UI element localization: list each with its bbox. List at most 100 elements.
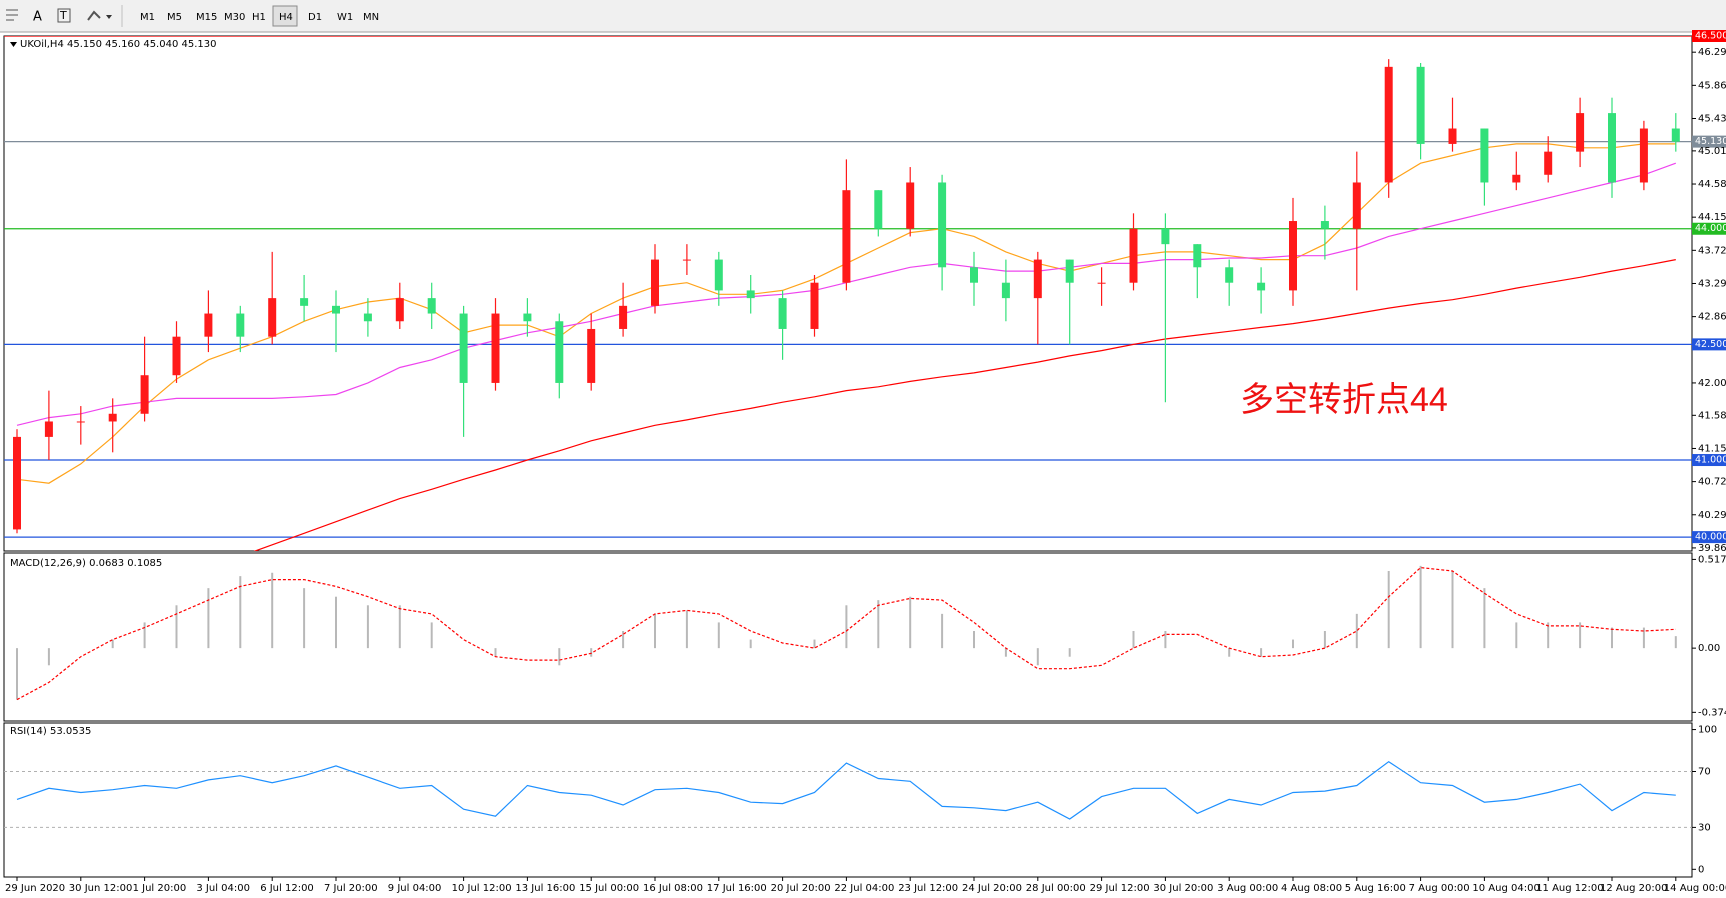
chart-title: UKOil,H4 45.150 45.160 45.040 45.130 [20,39,217,50]
candle-body [1001,282,1010,299]
level-label: 42.500 [1695,339,1726,350]
toolbar: A T M1 M5 M15 M30 H1 H4 D1 W1 MN [0,0,1726,33]
candle-body [1193,244,1202,268]
y-tick-label: 40.720 [1698,477,1726,488]
y-tick-label: 46.290 [1698,47,1726,58]
candle-body [1289,221,1297,291]
candle-body [1576,113,1585,152]
panel-menu-icon[interactable] [10,42,17,47]
x-tick-label: 3 Jul 04:00 [196,883,250,894]
timeframe-button[interactable]: M15 [196,12,217,23]
candle-body [587,328,596,383]
candle-body [555,321,564,383]
macd-panel [3,552,1693,722]
x-tick-label: 29 Jun 2020 [5,883,65,894]
candle-body [459,313,468,383]
crosshair-icon[interactable] [6,9,18,21]
y-tick-label: 0.00 [1698,643,1720,654]
candle-body [44,421,53,437]
rsi-plot [4,760,1692,828]
y-tick-label: 39.860 [1698,543,1726,554]
x-tick-label: 30 Jul 20:00 [1153,883,1213,894]
x-tick-label: 4 Aug 08:00 [1281,883,1342,894]
level-box [1692,338,1726,351]
candle-body [1352,182,1361,229]
x-tick-label: 12 Aug 20:00 [1600,883,1667,894]
x-tick-label: 30 Jun 12:00 [69,883,133,894]
level-box [1692,135,1726,148]
level-label: 46.500 [1695,31,1726,42]
timeframe-button[interactable]: M5 [167,12,182,23]
x-tick-label: 15 Jul 00:00 [579,883,639,894]
y-tick-label: 40.290 [1698,510,1726,521]
candle-body [1416,66,1425,144]
price-plot [4,36,1692,551]
candle-body [140,375,149,414]
y-tick-label: -0.3744 [1698,707,1726,718]
candle-body [1639,128,1648,183]
x-tick-label: 16 Jul 08:00 [643,883,703,894]
y-tick-label: 43.290 [1698,278,1726,289]
x-tick-label: 1 Jul 20:00 [133,883,187,894]
candle-body [300,298,309,306]
y-tick-label: 41.150 [1698,443,1726,454]
price-panel [3,35,1693,552]
svg-text:A: A [33,10,42,25]
x-tick-label: 28 Jul 00:00 [1026,883,1086,894]
candle-body [906,182,915,229]
macd-title: MACD(12,26,9) 0.0683 0.1085 [10,558,162,569]
timeframe-button[interactable]: D1 [308,12,322,23]
y-tick-label: 0.5176 [1698,554,1726,565]
y-tick-label: 45.430 [1698,113,1726,124]
timeframe-button[interactable]: M1 [140,12,155,23]
level-label: 41.000 [1695,455,1726,466]
level-box [1692,531,1726,544]
x-tick-label: 9 Jul 04:00 [388,883,442,894]
candle-body [1480,128,1489,183]
candle-body [1544,151,1553,175]
x-tick-label: 3 Aug 00:00 [1217,883,1278,894]
candle-body [746,290,755,299]
indicator-line [16,566,1676,701]
text-tool-icon[interactable]: A [33,10,42,25]
candle-body [1320,221,1329,229]
x-tick-label: 14 Aug 00:00 [1664,883,1726,894]
y-tick-label: 42.860 [1698,312,1726,323]
indicator-line [16,760,1676,820]
x-tick-label: 6 Jul 12:00 [260,883,314,894]
candle-body [268,298,277,337]
timeframe-button[interactable]: MN [363,12,379,23]
y-tick-label: 41.580 [1698,410,1726,421]
level-box [1692,222,1726,235]
timeframe-button[interactable]: W1 [337,12,353,23]
candle-body [363,313,372,322]
timeframe-button[interactable]: H4 [279,12,293,23]
y-tick-label: 100 [1698,725,1717,736]
x-tick-label: 13 Jul 16:00 [515,883,575,894]
y-tick-label: 70 [1698,766,1711,777]
y-tick-label: 42.000 [1698,378,1726,389]
candle-body [427,298,436,314]
candle-body [1384,66,1393,183]
macd-plot [16,565,1677,701]
x-tick-label: 24 Jul 20:00 [962,883,1022,894]
level-box [1692,30,1726,42]
x-tick-label: 7 Aug 00:00 [1409,883,1470,894]
label-tool-icon[interactable]: T [57,8,71,23]
axes: 45.130 46.500 44.000 42.500 41.000 40.000 46.2… [5,30,1726,894]
candle-body [1512,174,1521,183]
svg-text:T: T [59,9,67,22]
candle-body [1161,228,1170,245]
candle-body [1097,282,1106,284]
candle-body [204,313,213,337]
level-box [1692,454,1726,467]
shapes-icon[interactable] [87,10,112,21]
timeframe-button[interactable]: H1 [252,12,266,23]
x-tick-label: 11 Aug 12:00 [1536,883,1603,894]
x-tick-label: 23 Jul 12:00 [898,883,958,894]
candle-body [13,436,21,530]
y-tick-label: 43.720 [1698,245,1726,256]
timeframe-button[interactable]: M30 [224,12,245,23]
